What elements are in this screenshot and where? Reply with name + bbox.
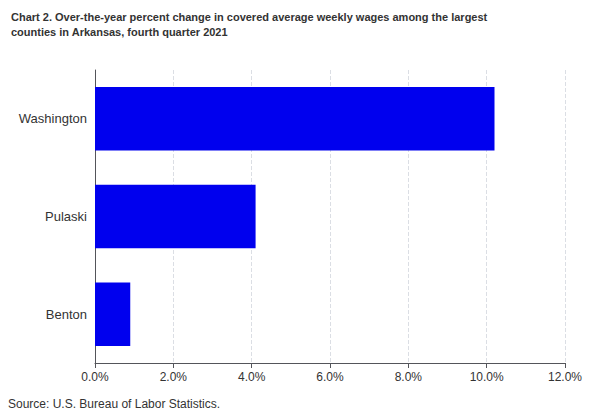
svg-text:Source: U.S. Bureau of Labor S: Source: U.S. Bureau of Labor Statistics. xyxy=(8,397,220,411)
svg-text:Chart 2. Over-the-year percent: Chart 2. Over-the-year percent change in… xyxy=(11,11,488,23)
svg-text:2.0%: 2.0% xyxy=(160,370,188,384)
svg-text:0.0%: 0.0% xyxy=(81,370,109,384)
svg-text:Pulaski: Pulaski xyxy=(45,209,87,224)
svg-text:counties in Arkansas, fourth q: counties in Arkansas, fourth quarter 202… xyxy=(11,26,228,38)
svg-text:8.0%: 8.0% xyxy=(395,370,423,384)
svg-text:6.0%: 6.0% xyxy=(316,370,344,384)
svg-text:12.0%: 12.0% xyxy=(548,370,582,384)
svg-text:10.0%: 10.0% xyxy=(470,370,504,384)
svg-text:Benton: Benton xyxy=(46,307,87,322)
svg-text:4.0%: 4.0% xyxy=(238,370,266,384)
svg-text:Washington: Washington xyxy=(19,111,87,126)
